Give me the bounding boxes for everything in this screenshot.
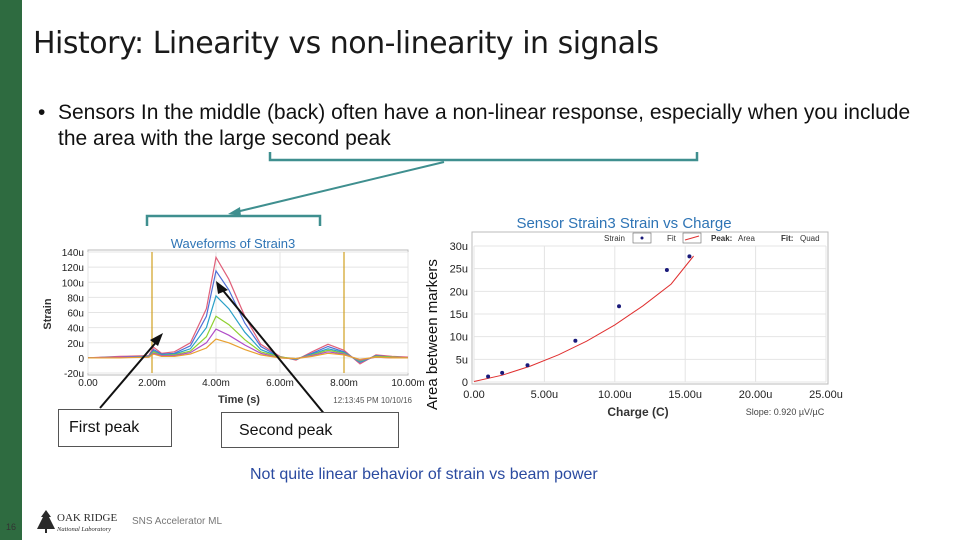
oak-ridge-logo: OAK RIDGE National Laboratory [33,507,123,535]
legend-fit-line [684,235,700,241]
waveform-y-tick: 60u [67,309,84,320]
scatter-chart-title: Sensor Strain3 Strain vs Charge [516,215,731,232]
waveform-ylabel: Strain [42,298,54,329]
waveform-y-tick: 0 [78,354,84,365]
waveform-y-tick: 140u [62,248,84,259]
legend-fit-label: Fit [667,234,677,243]
scatter-point [525,363,530,368]
logo-tree-icon: OAK RIDGE National Laboratory [37,510,117,533]
scatter-y-tick: 25u [450,264,468,276]
scatter-y-tick: 20u [450,286,468,298]
legend-strain-dot [640,236,644,240]
slide-title: History: Linearity vs non-linearity in s… [33,26,659,61]
scatter-slope: Slope: 0.920 µV/µC [746,407,825,417]
scatter-legend: Strain Fit Peak: Area Fit: Quad [604,232,820,244]
page-number: 16 [6,522,17,532]
waveform-series-w6 [88,338,408,361]
svg-text:National Laboratory: National Laboratory [56,526,111,533]
bullet-point: • Sensors In the middle (back) often hav… [38,100,918,152]
scatter-y-tick: 0 [462,377,468,389]
second-peak-arrow [220,287,327,417]
waveform-chart: Waveforms of Strain3 140u 120u 100u 80u 60u 4… [42,236,425,406]
scatter-point [500,370,505,375]
waveform-x-tick: 8.00m [330,378,358,389]
legend-strain-label: Strain [604,234,625,243]
bracket-under-text [268,152,699,162]
scatter-point [687,254,692,259]
waveform-x-tick: 0.00 [78,378,98,389]
scatter-y-tick: 10u [450,332,468,344]
scatter-x-tick: 10.00u [598,389,632,401]
scatter-xlabel: Charge (C) [607,405,668,419]
waveform-y-tick: 20u [67,339,84,350]
scatter-y-tick: 30u [450,241,468,253]
legend-peak-label: Peak: [711,234,732,243]
accent-bar [0,0,22,540]
scatter-point [617,304,622,309]
waveform-y-tick: 40u [67,324,84,335]
scatter-x-tick: 15.00u [668,389,702,401]
svg-text:OAK RIDGE: OAK RIDGE [57,512,117,524]
area-between-markers-label: Area between markers [424,259,441,410]
waveform-x-tick: 4.00m [202,378,230,389]
scatter-x-tick: 25.00u [809,389,843,401]
first-peak-arrowhead [150,333,163,346]
waveform-y-tick: 120u [62,263,84,274]
scatter-x-tick: 20.00u [739,389,773,401]
scatter-x-tick: 0.00 [463,389,484,401]
legend-peak-value: Area [738,234,755,243]
legend-fittype-value: Quad [800,234,820,243]
bracket-pointer-arrowhead [228,207,241,216]
waveform-y-tick: 100u [62,278,84,289]
waveform-xlabel: Time (s) [218,394,260,406]
bullet-marker: • [38,101,46,124]
bracket-pointer-arrow [235,161,445,213]
waveform-x-tick: 10.00m [391,378,424,389]
scatter-y-tick: 5u [456,354,468,366]
scatter-x-tick: 5.00u [531,389,559,401]
chart-caption: Not quite linear behavior of strain vs b… [250,466,598,483]
second-peak-box: Second peak [221,412,399,448]
waveform-timestamp: 12:13:45 PM 10/10/16 [333,396,412,405]
waveform-y-tick: -20u [64,369,84,380]
waveform-y-tick: 80u [67,293,84,304]
scatter-point [664,268,669,273]
footer-text: SNS Accelerator ML [132,516,223,527]
scatter-fit-line [473,255,694,382]
second-peak-arrowhead [216,281,228,294]
bracket-above-chart [145,214,322,226]
scatter-point [573,338,578,343]
waveform-x-tick: 2.00m [138,378,166,389]
second-peak-label: Second peak [239,422,333,439]
first-peak-arrow [99,339,159,409]
waveform-chart-title: Waveforms of Strain3 [171,236,296,251]
scatter-y-tick: 15u [450,309,468,321]
first-peak-label: First peak [69,419,140,436]
scatter-point [486,374,491,379]
first-peak-box: First peak [58,409,172,447]
scatter-plot-area [471,231,829,385]
waveform-x-tick: 6.00m [266,378,294,389]
legend-fittype-label: Fit: [781,234,793,243]
bullet-text: Sensors In the middle (back) often have … [58,101,911,150]
strain-vs-charge-chart: Sensor Strain3 Strain vs Charge 30u 25u 20… [450,215,843,419]
